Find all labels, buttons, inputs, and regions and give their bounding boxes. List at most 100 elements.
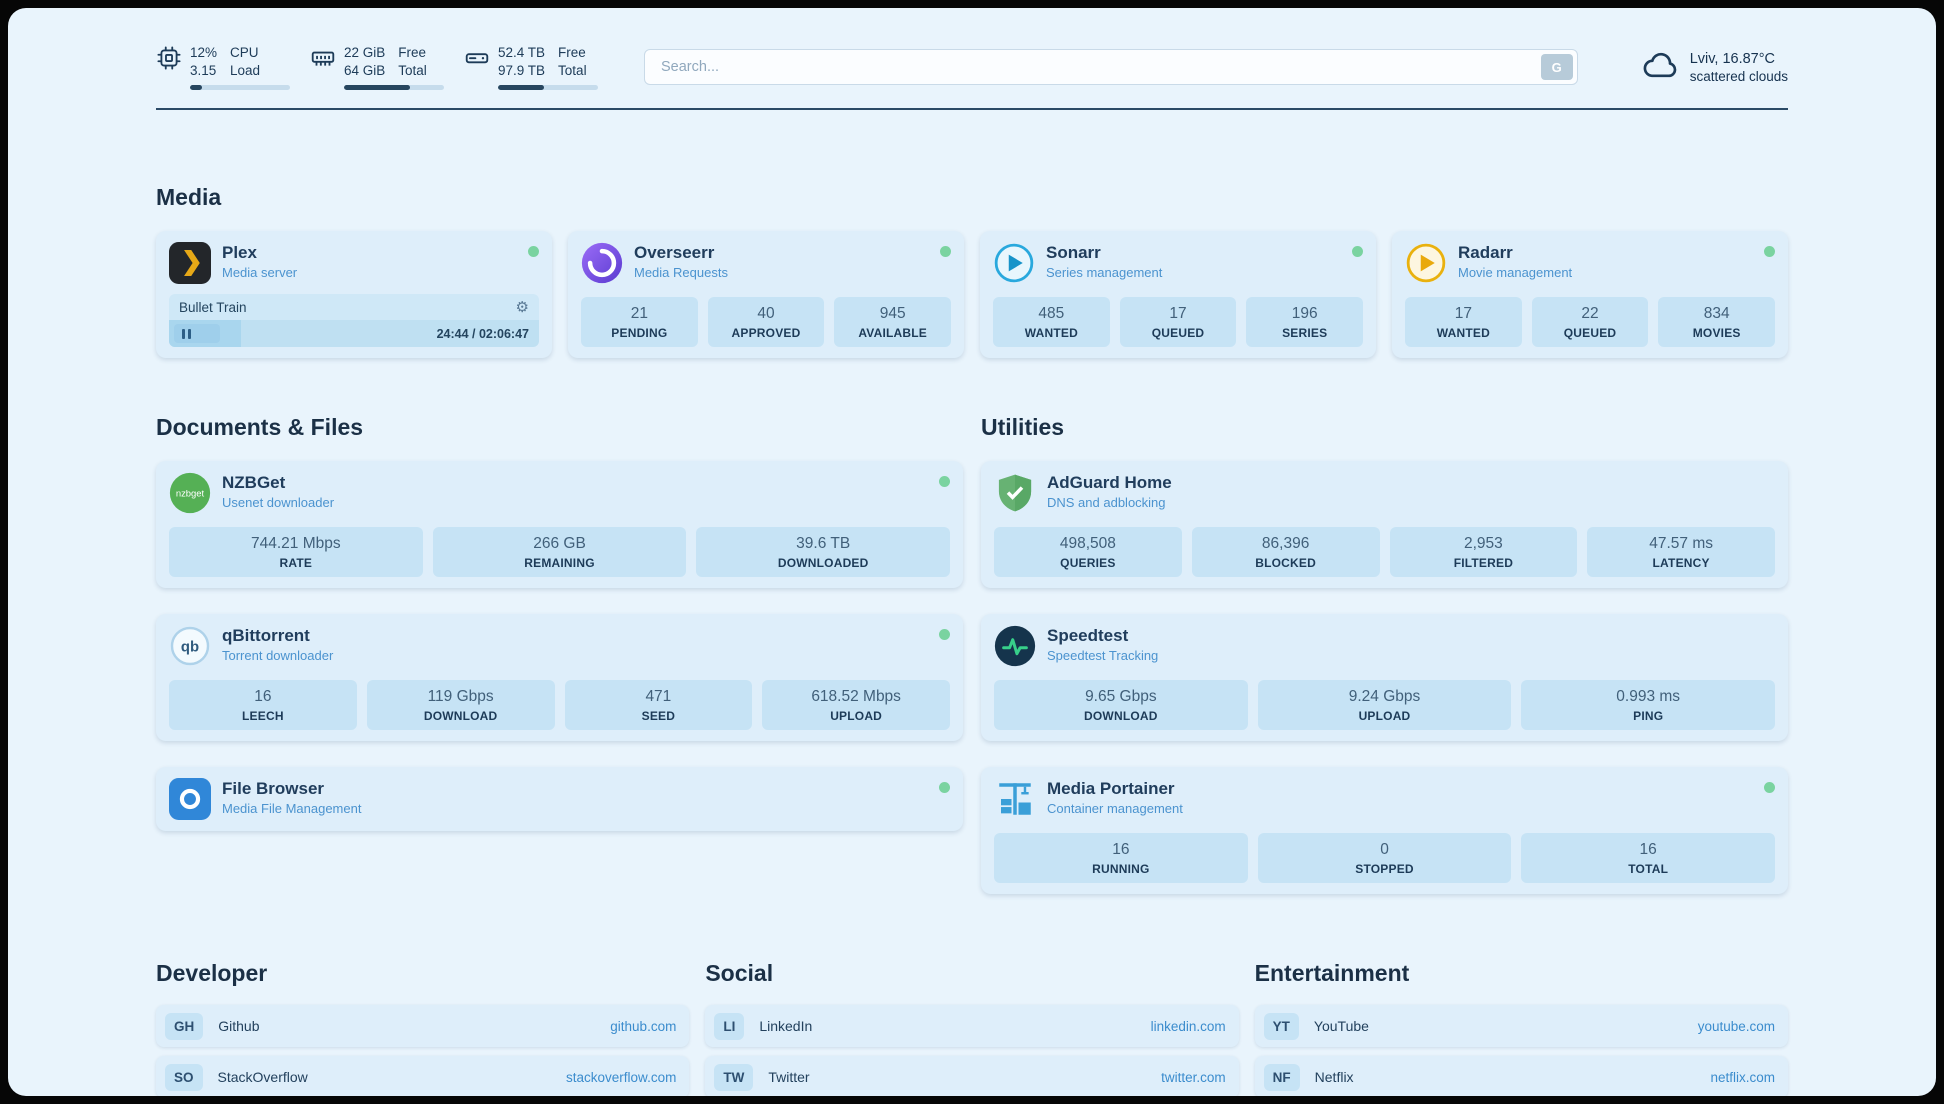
nzbget-icon: nzbget	[169, 472, 211, 514]
overseerr-icon	[581, 242, 623, 284]
stat-box: 2,953 FILTERED	[1389, 527, 1578, 578]
header-divider	[156, 108, 1788, 111]
disk-total-value: 97.9 TB	[498, 63, 546, 79]
app-title: NZBGet	[222, 473, 286, 493]
app-card-adguard[interactable]: AdGuard Home DNS and adblocking 498,508 …	[981, 461, 1788, 589]
section-title-documents: Documents & Files	[156, 414, 364, 441]
bookmark-abbr: TW	[714, 1063, 754, 1091]
cpu-value-percent: 12%	[190, 45, 218, 60]
app-subtitle: Torrent downloader	[222, 648, 334, 664]
app-subtitle: Speedtest Tracking	[1047, 648, 1159, 664]
radarr-icon	[1405, 242, 1447, 284]
section-title-utilities: Utilities	[981, 414, 1065, 441]
bookmark-abbr: NF	[1263, 1063, 1300, 1091]
memory-icon	[310, 44, 336, 90]
stat-box: 39.6 TB DOWNLOADED	[696, 527, 951, 578]
bookmark-link[interactable]: linkedin.com	[1150, 1018, 1226, 1034]
app-card-sonarr[interactable]: Sonarr Series management 485 WANTED 17 Q…	[980, 231, 1376, 359]
section-title-entertainment: Entertainment	[1254, 960, 1410, 987]
media-grid: Plex Media server Bullet Train ⚙	[156, 231, 1788, 359]
cpu-label-1: CPU	[230, 45, 259, 60]
stat-box: 16 LEECH	[169, 680, 357, 731]
bookmark-link[interactable]: netflix.com	[1710, 1069, 1775, 1085]
pause-button[interactable]	[174, 324, 220, 344]
app-card-radarr[interactable]: Radarr Movie management 17 WANTED 22 QUE…	[1392, 231, 1788, 359]
weather-widget[interactable]: Lviv, 16.87°C scattered clouds	[1640, 45, 1788, 90]
ram-label-free: Free	[398, 45, 427, 60]
stat-box: 266 GB REMAINING	[432, 527, 687, 578]
app-card-plex[interactable]: Plex Media server Bullet Train ⚙	[156, 231, 552, 359]
playback-time: 24:44 / 02:06:47	[436, 326, 529, 341]
app-subtitle: Movie management	[1458, 265, 1573, 281]
stat-box: 834 MOVIES	[1658, 297, 1776, 348]
section-title-media: Media	[156, 184, 222, 211]
ram-progress-fill	[344, 85, 410, 91]
stat-box: 485 WANTED	[993, 297, 1110, 348]
portainer-icon	[994, 778, 1036, 820]
ram-progress-bar	[344, 85, 444, 91]
ram-metric: 22 GiB 64 GiB Free Total	[310, 44, 444, 91]
bookmark-twitter[interactable]: TW Twitter twitter.com	[705, 1056, 1239, 1096]
app-title: Plex	[222, 243, 257, 263]
cpu-chip-icon	[156, 44, 182, 90]
bookmark-group-developer: Developer GH Github github.com SO StackO…	[156, 960, 690, 1096]
app-title: Speedtest	[1047, 626, 1129, 646]
search-bar: G	[644, 49, 1578, 86]
stat-box: 40 APPROVED	[707, 297, 825, 348]
stat-box: 119 Gbps DOWNLOAD	[366, 680, 555, 731]
playback-progress-bar[interactable]: 24:44 / 02:06:47	[169, 320, 539, 348]
search-input[interactable]	[644, 49, 1578, 86]
app-card-filebrowser[interactable]: File Browser Media File Management	[156, 767, 963, 832]
app-title: Media Portainer	[1047, 779, 1175, 799]
bookmark-link[interactable]: stackoverflow.com	[566, 1069, 677, 1085]
bookmark-link[interactable]: youtube.com	[1697, 1018, 1775, 1034]
app-card-nzbget[interactable]: nzbget NZBGet Usenet downloader 744.21 M…	[156, 461, 963, 589]
pause-icon	[188, 328, 191, 339]
bookmark-link[interactable]: github.com	[610, 1018, 677, 1034]
app-subtitle: Series management	[1046, 265, 1163, 281]
bookmark-stackoverflow[interactable]: SO StackOverflow stackoverflow.com	[156, 1056, 690, 1096]
weather-condition: scattered clouds	[1689, 68, 1788, 84]
app-card-overseerr[interactable]: Overseerr Media Requests 21 PENDING 40 A…	[568, 231, 964, 359]
bookmark-github[interactable]: GH Github github.com	[156, 1005, 690, 1048]
app-card-portainer[interactable]: Media Portainer Container management 16 …	[981, 767, 1788, 895]
bookmark-youtube[interactable]: YT YouTube youtube.com	[1254, 1005, 1788, 1048]
weather-location: Lviv, 16.87°C	[1689, 50, 1776, 67]
gear-icon[interactable]: ⚙	[515, 298, 529, 316]
stat-box: 16 TOTAL	[1521, 833, 1776, 884]
cpu-metric: 12% 3.15 CPU Load	[156, 44, 290, 91]
bookmark-linkedin[interactable]: LI LinkedIn linkedin.com	[705, 1005, 1239, 1048]
disk-free-value: 52.4 TB	[498, 45, 546, 60]
bookmark-abbr: YT	[1263, 1012, 1299, 1040]
stat-box: 22 QUEUED	[1531, 297, 1649, 348]
search-provider-button[interactable]: G	[1540, 54, 1573, 81]
stat-box: 498,508 QUERIES	[994, 527, 1182, 578]
filebrowser-icon	[169, 778, 211, 821]
bookmark-name: Github	[218, 1018, 260, 1035]
ram-total-value: 64 GiB	[344, 63, 386, 79]
status-dot	[1764, 782, 1775, 794]
pause-icon	[182, 328, 185, 339]
app-card-qbittorrent[interactable]: qb qBittorrent Torrent downloader 16	[156, 614, 963, 742]
section-title-social: Social	[705, 960, 774, 987]
bookmark-abbr: LI	[714, 1012, 745, 1040]
stat-box: 0 STOPPED	[1257, 833, 1512, 884]
cloud-icon	[1640, 45, 1680, 90]
stat-box: 16 RUNNING	[994, 833, 1248, 884]
stat-box: 196 SERIES	[1246, 297, 1364, 348]
bookmark-link[interactable]: twitter.com	[1161, 1069, 1226, 1085]
cpu-progress-fill	[190, 85, 202, 91]
bookmark-abbr: SO	[165, 1063, 203, 1091]
stat-box: 9.65 Gbps DOWNLOAD	[994, 680, 1248, 731]
sonarr-icon	[993, 242, 1035, 284]
status-dot	[940, 246, 951, 258]
app-card-speedtest[interactable]: Speedtest Speedtest Tracking 9.65 Gbps D…	[981, 614, 1788, 742]
bookmark-netflix[interactable]: NF Netflix netflix.com	[1254, 1056, 1788, 1096]
app-title: qBittorrent	[222, 626, 310, 646]
app-subtitle: Usenet downloader	[222, 495, 335, 511]
stat-box: 0.993 ms PING	[1521, 680, 1776, 731]
column-documents: Documents & Files nzbget NZBGet Usenet d…	[156, 414, 963, 832]
status-dot	[1764, 246, 1775, 258]
app-subtitle: DNS and adblocking	[1047, 495, 1166, 511]
status-dot	[939, 782, 950, 794]
